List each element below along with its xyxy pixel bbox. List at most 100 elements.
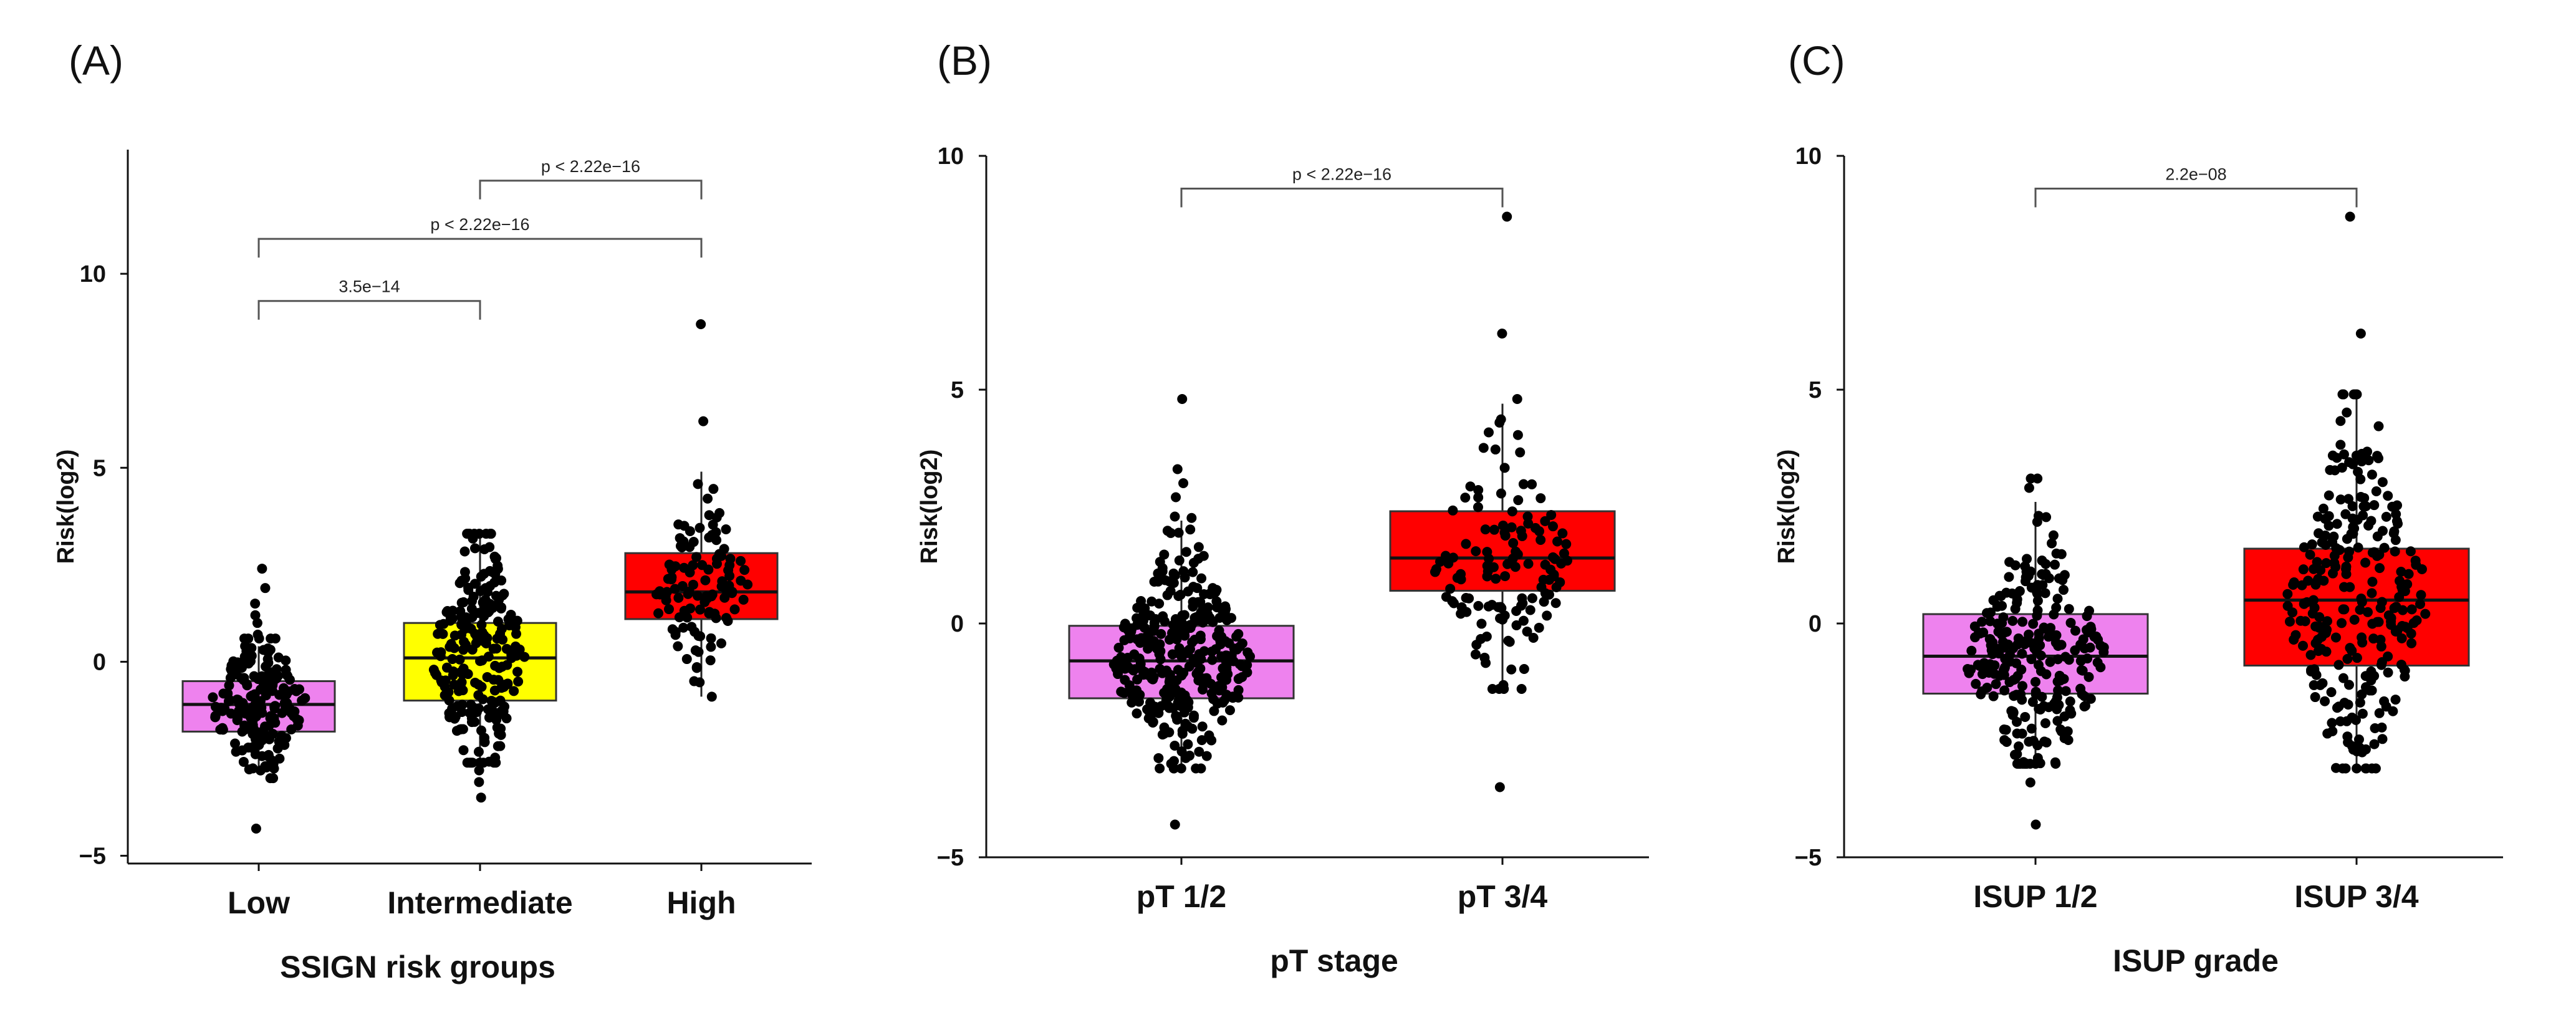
data-point	[1518, 479, 1529, 489]
data-point	[223, 696, 234, 706]
data-point	[2080, 701, 2090, 711]
data-point	[2411, 615, 2422, 625]
data-point	[1177, 610, 1188, 621]
data-point	[2343, 700, 2353, 710]
data-point	[1215, 639, 1226, 650]
data-point	[2357, 637, 2368, 648]
data-point	[2022, 554, 2032, 564]
data-point	[1525, 605, 1536, 615]
data-point	[721, 613, 732, 623]
data-point	[1168, 620, 1178, 630]
data-point	[2355, 329, 2366, 339]
data-point	[512, 666, 522, 677]
data-point	[2064, 655, 2074, 665]
data-point	[1994, 670, 2005, 681]
data-point	[484, 542, 495, 552]
data-point	[1499, 527, 1510, 538]
data-point	[2322, 616, 2332, 627]
data-point	[723, 565, 734, 575]
data-point	[2050, 696, 2061, 707]
data-point	[1527, 479, 1537, 489]
data-point	[2035, 640, 2045, 650]
data-point	[458, 724, 468, 734]
data-point	[1540, 559, 1550, 570]
data-point	[2320, 539, 2331, 550]
data-point	[2010, 560, 2021, 570]
data-point	[2362, 607, 2373, 617]
data-point	[265, 713, 276, 723]
data-point	[448, 670, 458, 681]
data-point	[653, 608, 664, 618]
data-point	[440, 681, 450, 692]
data-point	[2035, 666, 2046, 676]
data-point	[1146, 596, 1157, 607]
data-point	[1212, 698, 1223, 709]
data-point	[2007, 710, 2018, 720]
data-point	[2017, 648, 2027, 659]
data-point	[2064, 604, 2074, 614]
bracket-line	[1180, 188, 1504, 208]
data-point	[698, 416, 709, 426]
data-point	[432, 647, 443, 658]
data-point	[2062, 726, 2073, 736]
data-point	[1224, 705, 1235, 716]
data-point	[2348, 459, 2358, 469]
data-point	[1448, 505, 1458, 516]
data-point	[1548, 552, 1559, 562]
data-point	[1195, 634, 1206, 645]
data-point	[2326, 687, 2337, 698]
data-point	[2314, 612, 2325, 622]
data-point	[248, 729, 258, 739]
data-point	[236, 673, 246, 683]
box-3	[624, 319, 779, 702]
data-point	[469, 716, 480, 727]
x-tick-label: ISUP 1/2	[1973, 879, 2097, 914]
data-point	[1971, 678, 1981, 689]
data-point	[2305, 549, 2315, 560]
data-point	[2353, 734, 2364, 744]
data-point	[670, 584, 680, 594]
data-point	[1165, 634, 1175, 645]
data-point	[215, 724, 226, 735]
x-tick-label: ISUP 3/4	[2294, 879, 2418, 914]
data-point	[1145, 710, 1156, 721]
data-point	[2330, 465, 2340, 476]
data-point	[235, 660, 246, 671]
y-tick-label: 5	[1809, 377, 1822, 403]
box-2	[2243, 211, 2470, 774]
data-point	[2065, 696, 2075, 707]
data-point	[269, 701, 280, 712]
data-point	[2367, 588, 2377, 599]
data-point	[1201, 751, 1212, 761]
data-point	[2008, 675, 2019, 685]
data-points	[651, 319, 753, 702]
data-point	[2357, 689, 2367, 700]
data-point	[1207, 655, 1218, 665]
data-point	[1519, 664, 1529, 675]
data-point	[1984, 667, 1994, 678]
data-point	[447, 654, 458, 665]
data-point	[475, 656, 486, 666]
data-point	[1162, 590, 1173, 600]
data-point	[2024, 483, 2034, 493]
significance-bracket: 3.5e−14	[257, 277, 481, 320]
data-point	[2355, 605, 2365, 615]
data-point	[1168, 578, 1179, 589]
data-point	[2369, 500, 2380, 511]
data-point	[491, 758, 501, 768]
data-point	[2390, 546, 2400, 557]
data-point	[2095, 662, 2106, 673]
data-point	[2357, 708, 2368, 719]
data-point	[2416, 590, 2426, 600]
data-point	[661, 595, 671, 605]
significance-bracket: p < 2.22e−16	[479, 157, 703, 200]
data-point	[458, 645, 469, 655]
data-point	[2282, 600, 2293, 611]
data-point	[496, 683, 507, 693]
data-point	[233, 695, 243, 705]
data-point	[493, 675, 504, 685]
data-point	[1212, 602, 1223, 613]
significance-bracket: 2.2e−08	[2034, 165, 2358, 208]
data-point	[1506, 522, 1517, 532]
data-point	[2083, 671, 2094, 682]
